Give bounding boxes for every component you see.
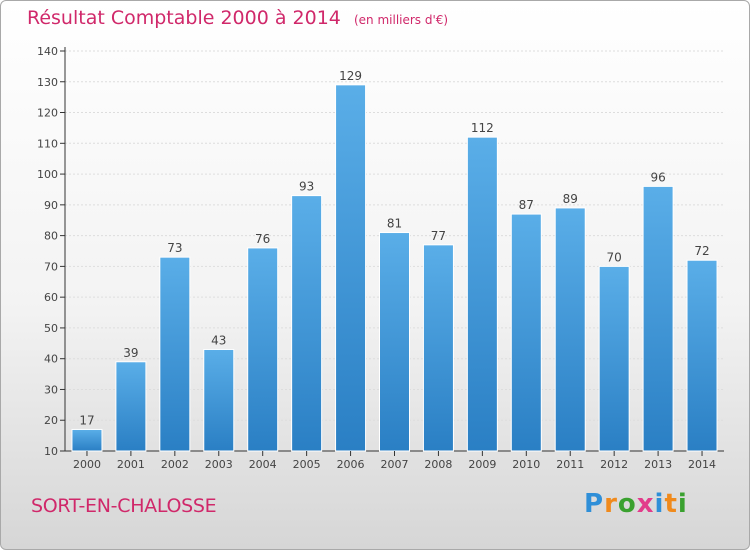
x-tick-label: 2008 [424,458,452,471]
bar [203,348,235,452]
y-tick-label: 20 [44,414,58,427]
x-tick-label: 2007 [381,458,409,471]
y-tick-label: 10 [44,445,58,458]
bar [291,195,323,452]
y-tick-label: 120 [37,107,58,120]
data-label: 77 [431,229,446,243]
logo-letter: P [584,489,605,519]
data-label: 112 [471,121,494,135]
x-tick-label: 2005 [293,458,321,471]
y-tick-label: 100 [37,168,58,181]
bar [115,361,147,452]
data-label: 17 [79,413,94,427]
logo-letter: o [617,489,637,519]
logo-letter: i [677,489,688,519]
data-label: 39 [123,346,138,360]
data-label: 89 [563,192,578,206]
bar [247,247,279,452]
x-tick-label: 2013 [644,458,672,471]
data-label: 96 [650,170,665,184]
y-tick-label: 50 [44,322,58,335]
bar [598,265,630,452]
y-tick-label: 70 [44,260,58,273]
x-tick-label: 2010 [512,458,540,471]
data-label: 93 [299,180,314,194]
data-label: 73 [167,241,182,255]
y-tick-label: 130 [37,76,58,89]
bar [466,136,498,452]
x-tick-label: 2009 [468,458,496,471]
data-label: 87 [519,198,534,212]
proxiti-logo: Proxiti [584,489,688,519]
data-label: 81 [387,217,402,231]
bar [686,259,718,452]
logo-letter: i [654,489,665,519]
logo-letter: t [664,489,678,519]
x-tick-label: 2014 [688,458,716,471]
x-tick-label: 2006 [337,458,365,471]
chart-title: Résultat Comptable 2000 à 2014 [27,7,341,29]
bar [335,84,367,452]
chart-subtitle: (en milliers d'€) [353,13,449,27]
data-label: 72 [694,244,709,258]
data-label: 129 [339,69,362,83]
logo-letter: r [604,489,618,519]
y-tick-label: 80 [44,230,58,243]
y-tick-label: 90 [44,199,58,212]
y-tick-label: 140 [37,45,58,58]
place-name: SORT-EN-CHALOSSE [31,495,217,517]
x-tick-label: 2002 [161,458,189,471]
x-tick-label: 2003 [205,458,233,471]
logo-letter: x [636,489,655,519]
bar [159,256,191,452]
x-tick-label: 2000 [73,458,101,471]
y-tick-label: 30 [44,383,58,396]
bar [379,232,410,452]
bar [71,428,103,452]
bar [510,213,542,452]
y-tick-label: 60 [44,291,58,304]
x-tick-label: 2011 [556,458,584,471]
bar [642,185,674,452]
x-tick-label: 2012 [600,458,628,471]
x-tick-label: 2001 [117,458,145,471]
title-row: Résultat Comptable 2000 à 2014 (en milli… [27,7,448,29]
y-tick-label: 40 [44,353,58,366]
data-label: 70 [607,250,622,264]
data-label: 43 [211,333,226,347]
bar [554,207,586,452]
bar [422,244,454,452]
x-tick-label: 2004 [249,458,277,471]
y-tick-label: 110 [37,137,58,150]
data-label: 76 [255,232,270,246]
